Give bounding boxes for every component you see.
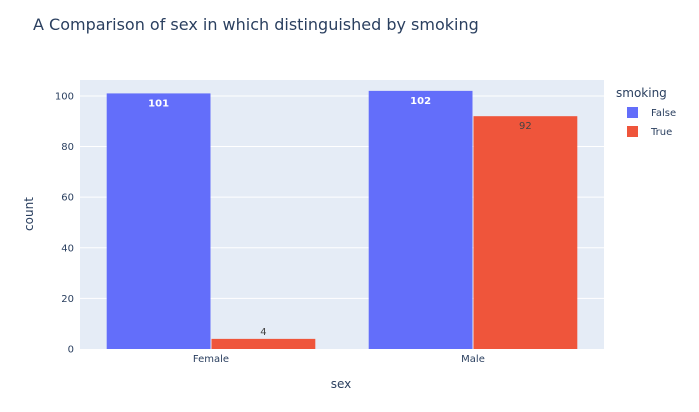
x-tick-label: Female	[193, 354, 229, 365]
bar-male-false	[368, 90, 473, 349]
bar-female-true	[211, 338, 316, 349]
y-tick-label: 0	[68, 345, 74, 356]
legend: smoking False True	[616, 86, 676, 138]
x-axis-title: sex	[331, 377, 352, 391]
data-labels-layer: 101 4 102 92	[148, 96, 532, 338]
x-tick-label: Male	[461, 354, 485, 365]
bar-female-false	[106, 93, 211, 349]
bars-layer	[106, 90, 578, 350]
legend-title: smoking	[616, 86, 667, 100]
y-axis-ticks: 0 20 40 60 80 100	[55, 91, 74, 355]
data-label: 4	[260, 327, 266, 338]
data-label: 101	[148, 98, 169, 109]
legend-swatch	[627, 126, 638, 137]
y-tick-label: 100	[55, 91, 74, 102]
y-tick-label: 20	[61, 294, 74, 305]
bar-male-true	[473, 116, 578, 350]
y-tick-label: 60	[61, 193, 74, 204]
y-axis-title: count	[22, 197, 36, 231]
x-axis-ticks: Female Male	[193, 354, 485, 365]
legend-label: False	[651, 108, 676, 119]
data-label: 92	[519, 121, 532, 132]
legend-swatch	[627, 107, 638, 118]
y-tick-label: 40	[61, 243, 74, 254]
data-label: 102	[410, 96, 431, 107]
chart-title: A Comparison of sex in which distinguish…	[33, 15, 479, 34]
legend-label: True	[650, 127, 672, 138]
y-tick-label: 80	[61, 142, 74, 153]
